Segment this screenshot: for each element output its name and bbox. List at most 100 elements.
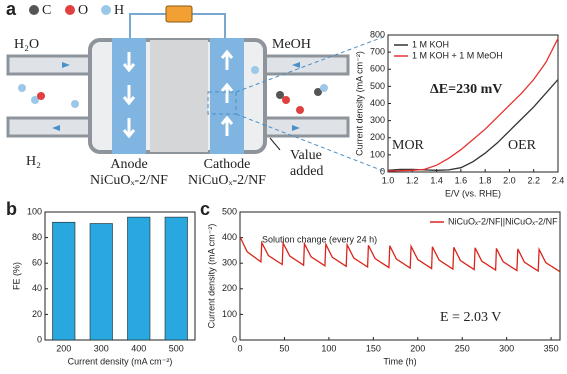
- atom-label: H: [114, 3, 124, 18]
- y-tick-label: 40: [32, 283, 42, 293]
- y-axis-label: Current density (mA cm⁻²): [206, 224, 216, 329]
- y-tick-label: 100: [27, 206, 42, 216]
- x-tick-label: 200: [56, 343, 71, 353]
- y-tick-label: 100: [222, 309, 237, 319]
- arrow: [52, 125, 60, 131]
- electrode-material: NiCuOₓ-2/NF: [188, 173, 266, 188]
- zoom-lines: [207, 35, 387, 173]
- atom-c: [29, 5, 39, 15]
- atom-label: C: [42, 3, 51, 18]
- y-tick-label: 600: [370, 64, 385, 74]
- bar: [52, 221, 76, 341]
- panel-label: c: [200, 199, 210, 219]
- x-axis-label: Current density (mA cm⁻²): [68, 356, 173, 366]
- product-label: added: [290, 164, 323, 179]
- y-tick-label: 500: [222, 206, 237, 216]
- legend-label: 1 M KOH: [412, 39, 449, 49]
- x-tick-label: 400: [131, 343, 146, 353]
- zoom-line: [235, 113, 387, 173]
- x-axis-label: E/V (vs. RHE): [445, 188, 501, 198]
- y-tick-label: 800: [370, 29, 385, 39]
- atom-label: O: [78, 3, 88, 18]
- x-tick-label: 200: [410, 343, 425, 353]
- y-tick-label: 300: [370, 115, 385, 125]
- zoom-box: [207, 91, 237, 115]
- pipe: [6, 116, 96, 138]
- y-tick-label: 0: [232, 334, 237, 344]
- flow-arrows: [122, 49, 234, 139]
- x-tick-label: 1.6: [455, 175, 468, 185]
- panel-label: a: [6, 0, 17, 19]
- x-tick-label: 100: [321, 343, 336, 353]
- plot-frame: [239, 211, 561, 341]
- pipe: [6, 54, 96, 76]
- x-tick-label: 2.0: [503, 175, 516, 185]
- bar: [127, 216, 151, 341]
- legend-label: 1 M KOH + 1 M MeOH: [412, 50, 503, 60]
- x-tick-label: 300: [94, 343, 109, 353]
- inlet-label: H₂O: [14, 37, 39, 52]
- annotation: E = 2.03 V: [440, 310, 501, 325]
- circuit: [129, 5, 226, 38]
- x-tick-label: 2.4: [552, 175, 565, 185]
- legend-label: NiCuOₓ-2/NF||NiCuOₓ-2/NF: [448, 216, 558, 226]
- outlet-label: H₂: [26, 154, 41, 169]
- arrow: [62, 62, 70, 68]
- panel-label: b: [6, 199, 17, 219]
- series-line: [387, 38, 559, 172]
- x-tick-label: 2.2: [527, 175, 540, 185]
- x-axis-label: Time (h): [383, 356, 416, 366]
- x-tick-label: 300: [499, 343, 514, 353]
- x-tick-label: 1.2: [406, 175, 419, 185]
- product-label: Value: [290, 148, 322, 163]
- y-tick-label: 100: [370, 149, 385, 159]
- x-tick-label: 1.8: [479, 175, 492, 185]
- zoom-line: [235, 35, 387, 93]
- x-tick-label: 150: [366, 343, 381, 353]
- annotation: MOR: [392, 138, 425, 153]
- y-tick-label: 60: [32, 258, 42, 268]
- up-arrows: [220, 49, 234, 136]
- atom-o: [65, 5, 75, 15]
- x-tick-label: 250: [455, 343, 470, 353]
- atom-h: [101, 5, 111, 15]
- direction-arrows: [52, 62, 300, 131]
- y-tick-label: 400: [370, 98, 385, 108]
- arrow: [292, 125, 300, 131]
- electrode-label: Cathode: [204, 157, 251, 172]
- inlet-label: MeOH: [272, 37, 311, 52]
- power-source: [165, 5, 193, 23]
- y-tick-label: 20: [32, 309, 42, 319]
- y-axis-label: Current density (mA cm⁻²): [354, 51, 364, 156]
- down-arrows: [122, 52, 136, 139]
- bar: [164, 216, 188, 341]
- annotation: Solution change (every 24 h): [262, 234, 377, 244]
- bar: [89, 223, 113, 341]
- x-tick-label: 1.4: [430, 175, 443, 185]
- atom-legend: C O H: [29, 3, 124, 18]
- y-tick-label: 200: [222, 283, 237, 293]
- pipes: [6, 54, 350, 138]
- plot-frame: [44, 211, 196, 341]
- y-tick-label: 700: [370, 47, 385, 57]
- series-line: [239, 237, 560, 273]
- x-tick-label: 350: [544, 343, 559, 353]
- pipe: [260, 54, 350, 76]
- x-tick-label: 0: [237, 343, 242, 353]
- membrane: [150, 40, 208, 152]
- pointer: [269, 137, 281, 151]
- electrode-material: NiCuOₓ-2/NF: [90, 173, 168, 188]
- y-tick-label: 200: [370, 132, 385, 142]
- y-axis-label: FE (%): [11, 262, 21, 290]
- x-tick-label: 1.0: [382, 175, 395, 185]
- y-tick-label: 400: [222, 232, 237, 242]
- x-tick-label: 50: [279, 343, 289, 353]
- molecules: [18, 66, 328, 114]
- arrow: [292, 62, 300, 68]
- annotation: OER: [508, 138, 537, 153]
- pipe: [260, 116, 350, 138]
- x-tick-label: 500: [169, 343, 184, 353]
- y-tick-label: 500: [370, 81, 385, 91]
- y-tick-label: 0: [380, 166, 385, 176]
